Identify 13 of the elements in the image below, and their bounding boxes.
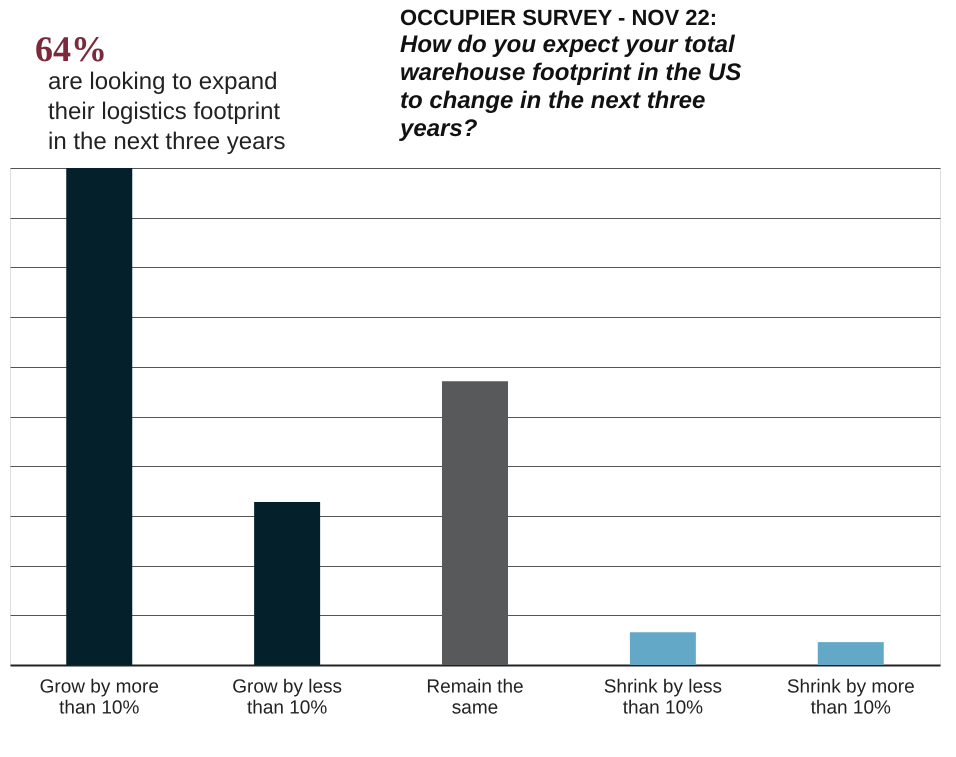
bar — [630, 632, 696, 665]
x-tick-label: Grow by more than 10% — [40, 676, 159, 718]
text: 64% — [35, 29, 107, 69]
text: are looking to expand their logistics footprint in the next three years — [48, 68, 286, 155]
x-tick-label: Remain the same — [426, 676, 524, 718]
chart-title: OCCUPIER SURVEY - NOV 22: — [400, 5, 718, 30]
bar — [818, 642, 884, 665]
x-tick-label: Shrink by more than 10% — [786, 676, 915, 718]
x-tick-label: Grow by less than 10% — [232, 676, 342, 718]
x-tick-label: Shrink by less than 10% — [604, 676, 722, 718]
bar — [254, 502, 320, 665]
bar — [66, 168, 132, 665]
chart-subtitle: How do you expect your total warehouse footprint in the US to change in the next three years? — [399, 31, 742, 142]
